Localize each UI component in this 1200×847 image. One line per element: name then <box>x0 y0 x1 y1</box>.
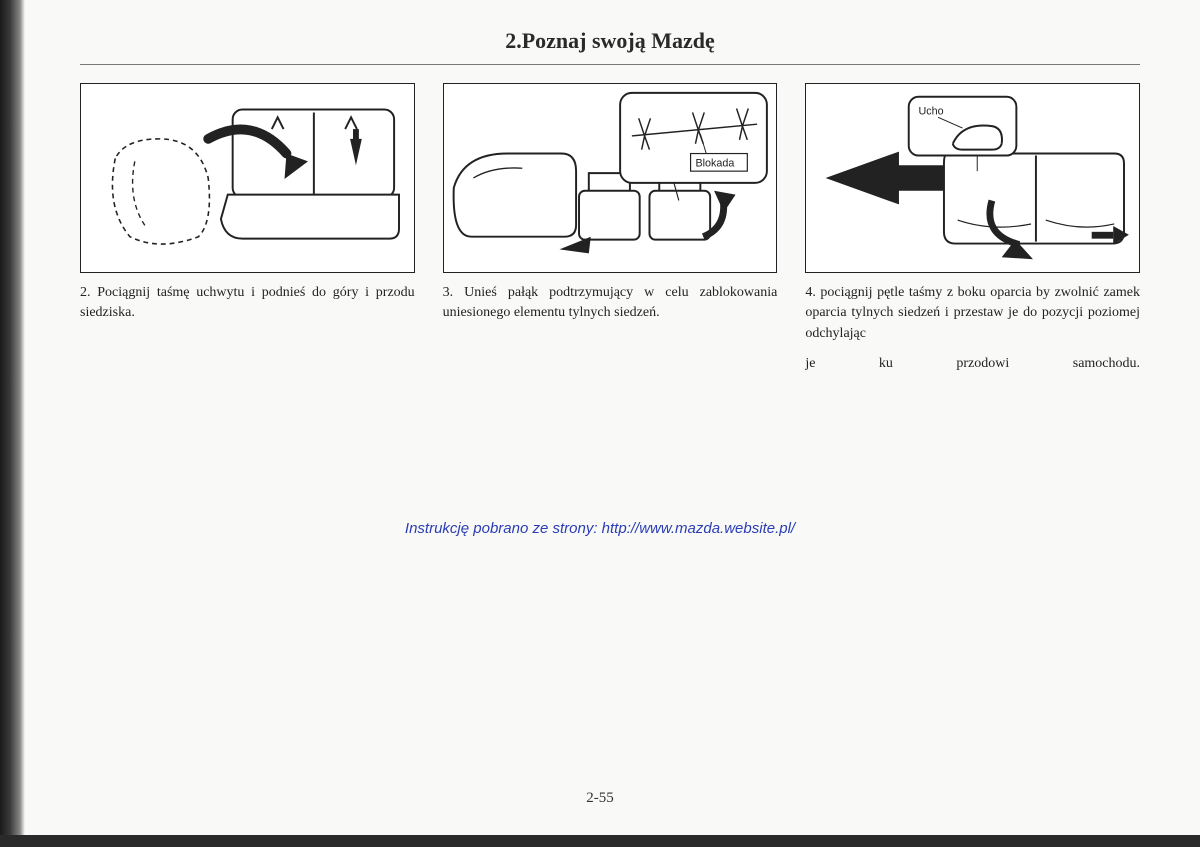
figure-row: 2. Pociągnij taśmę uchwytu i podnieś do … <box>80 83 1140 374</box>
title-divider <box>80 64 1140 65</box>
page-number: 2-55 <box>0 790 1200 807</box>
figure-3: Ucho <box>805 83 1140 273</box>
figure-2: Blokada <box>443 83 778 273</box>
label-ucho: Ucho <box>919 105 944 117</box>
source-watermark: Instrukcję pobrano ze strony: http://www… <box>0 520 1200 537</box>
caption-2: 3. Unieś pałąk podtrzymujący w celu zabl… <box>443 283 778 324</box>
page-title: 2.Poznaj swoją Mazdę <box>80 28 1140 54</box>
figure-1 <box>80 83 415 273</box>
label-blokada: Blokada <box>695 157 734 169</box>
caption-3: 4. pociągnij pętle taśmy z boku oparcia … <box>805 283 1140 374</box>
column-2: Blokada 3. Unieś pałąk podtrzymujący w c… <box>443 83 778 374</box>
figure-1-svg <box>81 84 414 272</box>
column-3: Ucho 4. pociągnij pętle taśmy z boku opa… <box>805 83 1140 374</box>
figure-3-svg: Ucho <box>806 84 1139 272</box>
caption-3-line2: je ku przodowi samochodu. <box>805 354 1140 374</box>
figure-2-svg: Blokada <box>444 84 777 272</box>
document-page: 2.Poznaj swoją Mazdę <box>0 0 1200 847</box>
caption-3-line1: 4. pociągnij pętle taśmy z boku oparcia … <box>805 285 1140 341</box>
column-1: 2. Pociągnij taśmę uchwytu i podnieś do … <box>80 83 415 374</box>
caption-1: 2. Pociągnij taśmę uchwytu i podnieś do … <box>80 283 415 324</box>
